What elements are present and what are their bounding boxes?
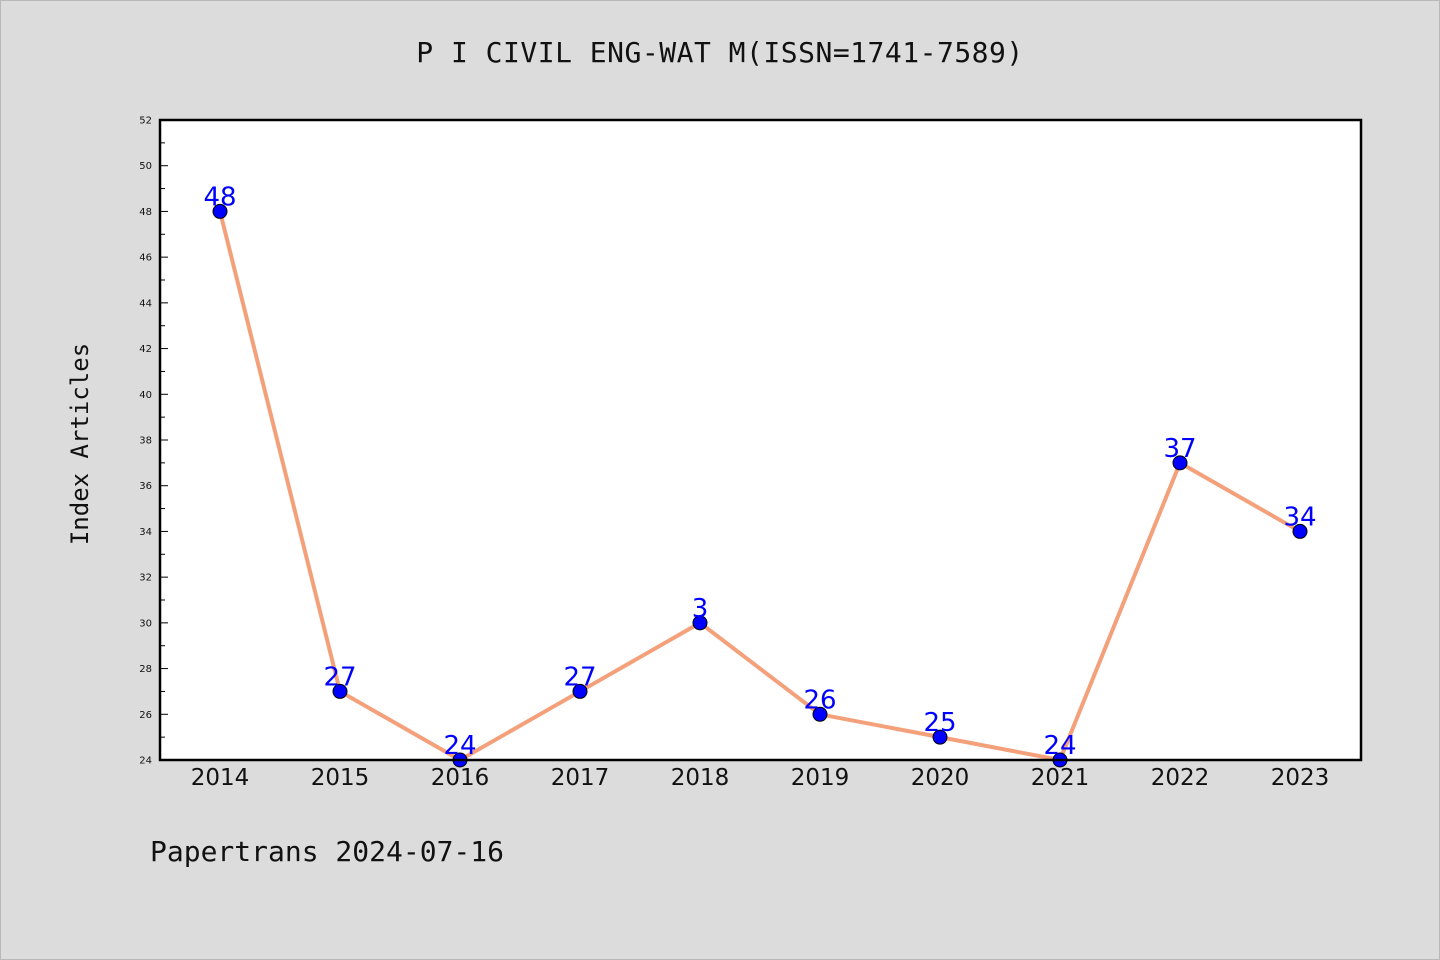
data-label: 27 bbox=[323, 662, 356, 692]
data-point bbox=[212, 203, 228, 219]
x-tick-label: 2014 bbox=[191, 765, 250, 791]
data-point bbox=[1172, 455, 1188, 471]
x-tick-label: 2023 bbox=[1271, 765, 1330, 791]
data-label: 25 bbox=[923, 708, 956, 738]
data-label: 34 bbox=[1283, 502, 1316, 532]
data-point bbox=[332, 683, 348, 699]
footer-text: Papertrans 2024-07-16 bbox=[150, 835, 505, 868]
y-tick-label: 38 bbox=[139, 436, 152, 447]
y-tick-label: 28 bbox=[139, 664, 152, 675]
y-tick-label: 52 bbox=[139, 116, 152, 127]
y-tick-label: 30 bbox=[139, 618, 152, 629]
x-tick-label: 2020 bbox=[911, 765, 970, 791]
x-tick-label: 2017 bbox=[551, 765, 610, 791]
data-label: 3 bbox=[692, 594, 709, 624]
y-tick-label: 50 bbox=[139, 161, 152, 172]
y-tick-label: 44 bbox=[139, 298, 152, 309]
series-line bbox=[218, 210, 1301, 762]
data-label: 27 bbox=[563, 662, 596, 692]
plot-area bbox=[160, 120, 1361, 760]
data-point bbox=[572, 683, 588, 699]
x-tick-label: 2016 bbox=[431, 765, 490, 791]
y-tick-label: 42 bbox=[139, 344, 152, 355]
y-tick-label: 36 bbox=[139, 481, 152, 492]
y-tick-label: 24 bbox=[139, 756, 152, 767]
y-tick-label: 48 bbox=[139, 207, 152, 218]
x-tick-label: 2018 bbox=[671, 765, 730, 791]
x-tick-label: 2021 bbox=[1031, 765, 1090, 791]
data-labels: 48 27 24 27 3 26 25 24 37 34 bbox=[203, 182, 1316, 761]
data-label: 24 bbox=[1043, 731, 1076, 761]
data-label: 37 bbox=[1163, 434, 1196, 464]
data-label: 24 bbox=[443, 731, 476, 761]
data-point bbox=[1292, 523, 1308, 539]
chart-title: P I CIVIL ENG-WAT M(ISSN=1741-7589) bbox=[416, 36, 1024, 69]
data-point bbox=[692, 615, 708, 631]
data-label: 26 bbox=[803, 685, 836, 715]
y-tick-label: 26 bbox=[139, 710, 152, 721]
y-tick-label: 46 bbox=[139, 253, 152, 264]
y-axis: 24 26 28 30 32 34 36 38 40 42 44 46 48 50 52 bbox=[139, 116, 168, 767]
plot-border bbox=[158, 118, 1363, 762]
x-tick-label: 2015 bbox=[311, 765, 370, 791]
y-tick-label: 34 bbox=[139, 527, 152, 538]
y-tick-label: 40 bbox=[139, 390, 152, 401]
data-point bbox=[932, 729, 948, 745]
data-label: 48 bbox=[203, 182, 236, 212]
data-point bbox=[812, 706, 828, 722]
x-axis: 2014 2015 2016 2017 2018 2019 2020 2021 2022 2023 bbox=[191, 765, 1330, 791]
data-markers bbox=[212, 203, 1308, 768]
x-tick-label: 2022 bbox=[1151, 765, 1210, 791]
y-tick-label: 32 bbox=[139, 573, 152, 584]
x-tick-label: 2019 bbox=[791, 765, 850, 791]
